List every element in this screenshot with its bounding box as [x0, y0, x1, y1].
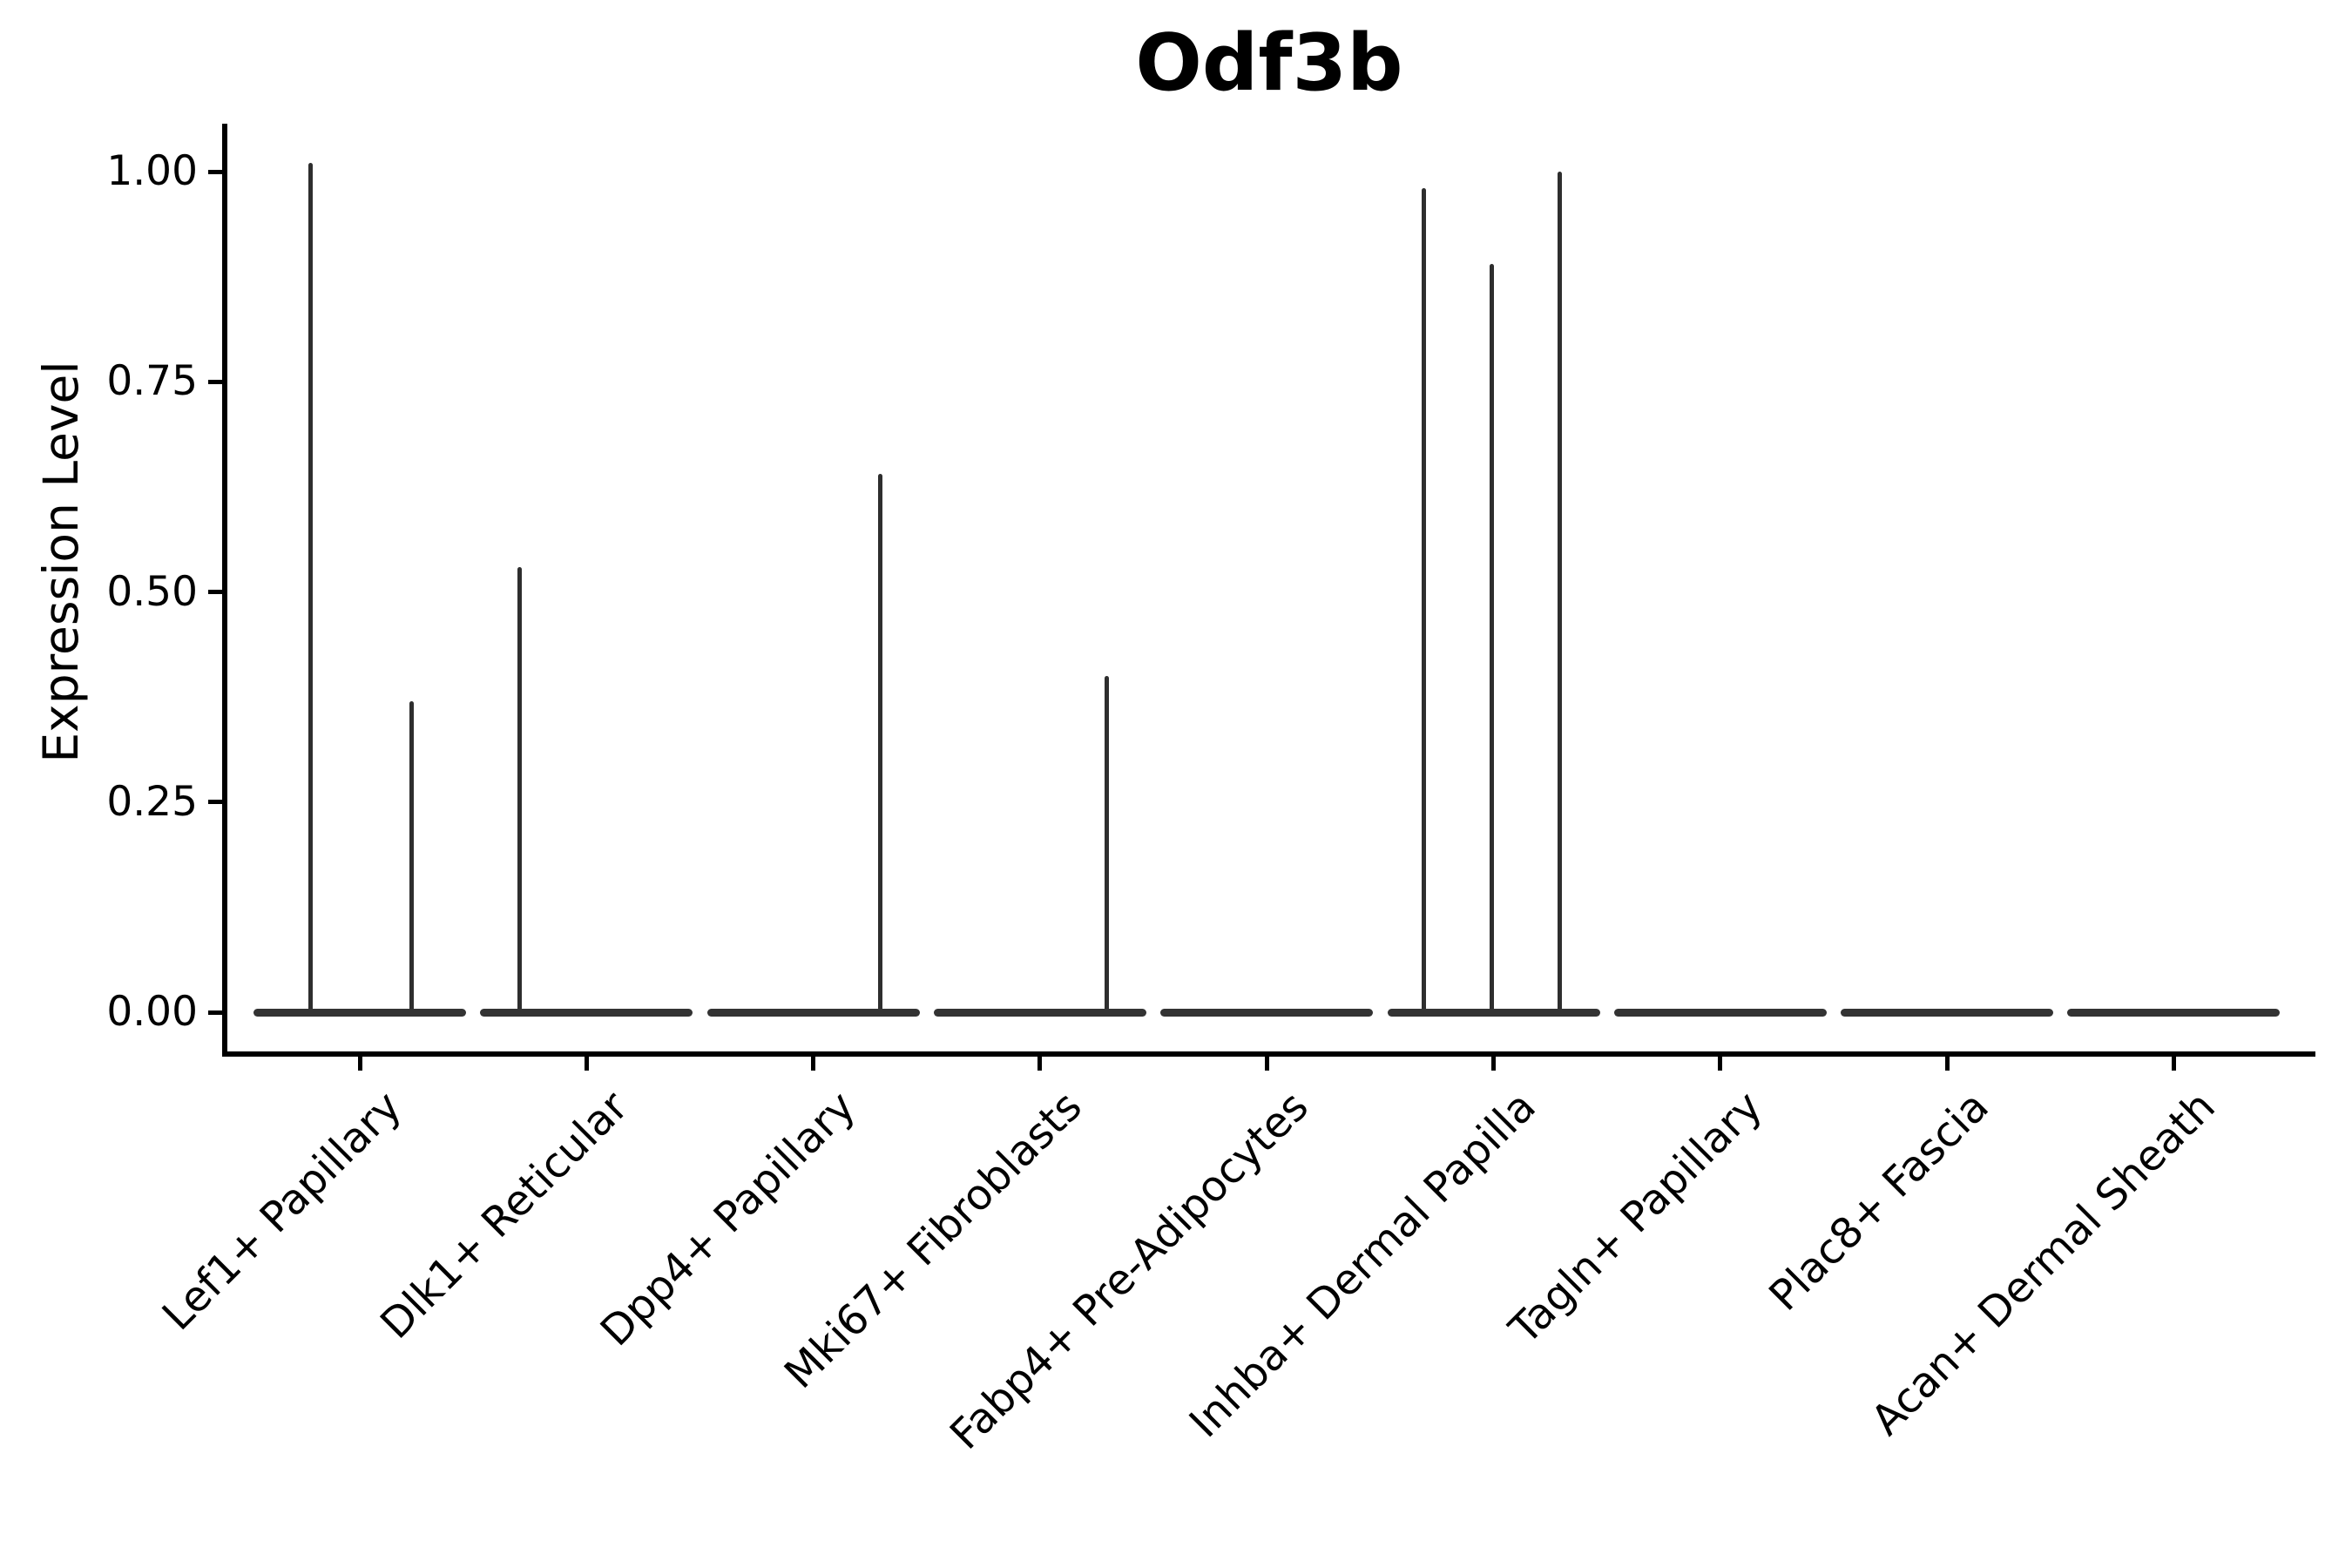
x-tick-label: Tagln+ Papillary	[1499, 1082, 1772, 1354]
y-tick	[208, 169, 222, 174]
y-tick-label: 1.00	[106, 147, 198, 195]
x-tick	[584, 1057, 589, 1071]
y-tick	[208, 379, 222, 384]
violin-baseline	[253, 1008, 466, 1017]
y-tick-label: 0.25	[106, 777, 198, 826]
y-tick	[208, 590, 222, 594]
x-tick-label: Lef1+ Papillary	[152, 1082, 411, 1341]
violin-baseline	[1841, 1008, 2054, 1017]
x-tick-label: Dlk1+ Reticular	[371, 1082, 639, 1348]
violin-spike	[1490, 264, 1494, 1012]
violin-spike	[308, 163, 313, 1012]
violin-spike	[1105, 676, 1110, 1012]
violin-baseline	[1387, 1008, 1600, 1017]
violin-spike	[409, 700, 414, 1012]
plot-title: Odf3b	[1135, 17, 1403, 109]
y-tick	[208, 1010, 222, 1015]
x-tick	[1944, 1057, 1950, 1071]
x-tick-label: Fabp4+ Pre-Adipocytes	[941, 1082, 1318, 1459]
x-tick	[357, 1057, 362, 1071]
x-tick-label: Inhba+ Dermal Papilla	[1179, 1082, 1545, 1448]
y-tick	[208, 800, 222, 805]
violin-spike	[878, 474, 883, 1012]
y-axis-spine	[222, 124, 227, 1057]
x-tick	[1491, 1057, 1496, 1071]
violin-spike	[1558, 172, 1562, 1012]
x-tick-label: Mki67+ Fibroblasts	[774, 1082, 1092, 1399]
x-axis-spine	[222, 1051, 2315, 1057]
violin-baseline	[706, 1008, 920, 1017]
x-tick-label: Plac8+ Fascia	[1760, 1082, 1998, 1321]
violin-baseline	[480, 1008, 693, 1017]
violin-spike	[1422, 188, 1426, 1012]
y-tick-label: 0.00	[106, 988, 198, 1036]
y-axis-label: Expression Level	[33, 361, 89, 763]
y-tick-label: 0.50	[106, 567, 198, 616]
x-tick	[811, 1057, 816, 1071]
x-tick	[1264, 1057, 1269, 1071]
x-tick	[1037, 1057, 1043, 1071]
x-tick-label: Acan+ Dermal Sheath	[1862, 1082, 2226, 1445]
violin-baseline	[933, 1008, 1146, 1017]
violin-baseline	[2067, 1008, 2281, 1017]
x-tick	[2171, 1057, 2176, 1071]
violin-baseline	[1160, 1008, 1374, 1017]
x-tick	[1718, 1057, 1723, 1071]
y-tick-label: 0.75	[106, 357, 198, 406]
x-tick-label: Dpp4+ Papillary	[591, 1082, 865, 1356]
violin-spike	[517, 566, 522, 1012]
violin-baseline	[1613, 1008, 1827, 1017]
